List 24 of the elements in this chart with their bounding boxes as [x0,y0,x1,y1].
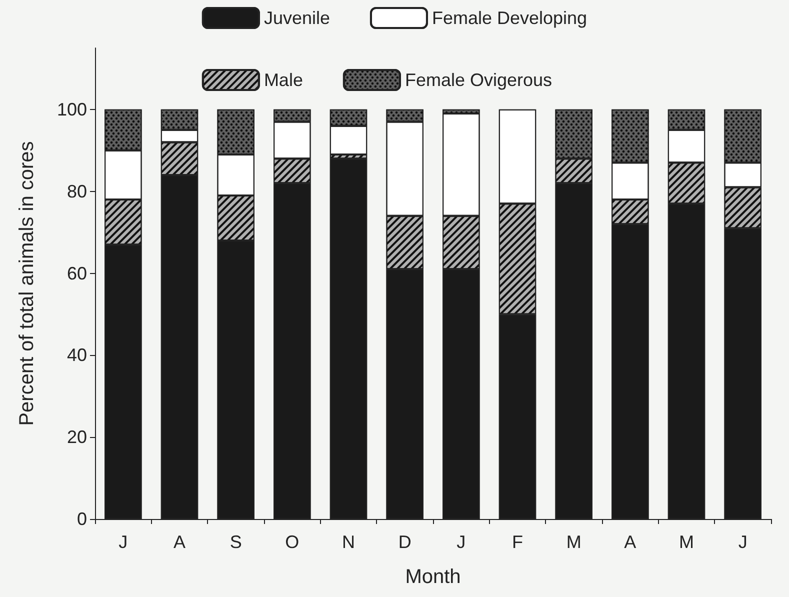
legend-label: Juvenile [264,8,330,28]
x-tick-label: A [624,532,636,552]
y-tick-label: 100 [56,99,87,120]
legend-label: Female Ovigerous [404,70,552,90]
y-tick-label: 20 [66,427,87,448]
legend-label: Male [264,70,303,90]
x-tick-label: N [342,532,355,552]
y-tick-label: 40 [66,345,87,366]
x-tick-label: J [738,532,748,552]
legend-label: Female Developing [432,8,588,28]
y-tick-label: 0 [76,509,87,529]
x-tick-label: A [173,532,186,552]
x-tick-label: M [566,532,582,552]
x-axis-title: Month [405,566,461,588]
x-tick-label: F [512,532,523,552]
x-tick-label: M [679,532,694,552]
y-axis-title: Percent of total animals in cores [16,141,38,426]
x-tick-label: O [285,532,300,552]
x-tick-label: S [230,532,242,552]
x-tick-label: J [456,532,466,552]
x-tick-label: J [118,532,128,552]
x-tick-label: D [398,532,412,552]
y-tick-label: 60 [66,263,87,284]
y-tick-label: 80 [66,181,87,202]
